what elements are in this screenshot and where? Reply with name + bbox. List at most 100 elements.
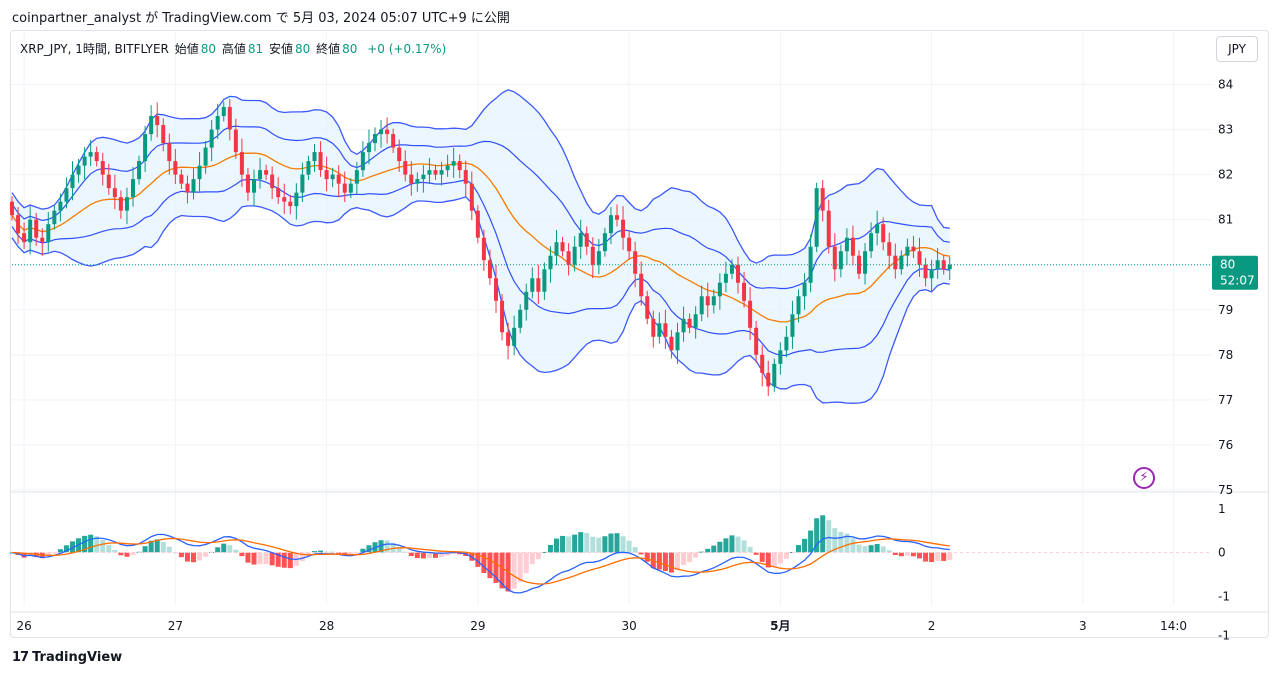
candle-body bbox=[566, 251, 571, 265]
candle-body bbox=[276, 188, 281, 198]
candle-body bbox=[252, 179, 256, 193]
macd-histogram-bar bbox=[947, 552, 953, 561]
macd-histogram-bar bbox=[529, 552, 535, 565]
candle-body bbox=[427, 170, 432, 175]
macd-histogram-bar bbox=[414, 552, 420, 559]
candle-body bbox=[548, 255, 553, 270]
candle-body bbox=[645, 296, 650, 319]
macd-histogram-bar bbox=[910, 552, 916, 557]
candle-body bbox=[179, 174, 184, 184]
macd-histogram-bar bbox=[880, 546, 886, 553]
candle-body bbox=[28, 219, 33, 243]
macd-histogram-bar bbox=[832, 528, 838, 553]
macd-histogram-bar bbox=[578, 532, 584, 553]
macd-histogram-bar bbox=[675, 552, 680, 570]
candle-body bbox=[34, 219, 39, 238]
macd-line bbox=[11, 533, 950, 594]
candle-body bbox=[905, 246, 910, 256]
macd-histogram-bar bbox=[614, 533, 620, 553]
candle-body bbox=[233, 129, 238, 153]
candle-body bbox=[112, 188, 117, 198]
candle-body bbox=[197, 165, 202, 180]
candle-body bbox=[209, 129, 214, 148]
time-tick-label: 3 bbox=[1079, 619, 1087, 633]
macd-tick-label: -1 bbox=[1218, 629, 1230, 643]
candle-body bbox=[518, 309, 523, 328]
macd-histogram-bar bbox=[287, 552, 293, 569]
macd-histogram-bar bbox=[717, 541, 723, 553]
candle-body bbox=[869, 233, 874, 252]
macd-histogram-bar bbox=[566, 536, 572, 553]
macd-histogram-bar bbox=[360, 548, 366, 553]
candle-body bbox=[239, 152, 244, 175]
currency-button[interactable]: JPY bbox=[1216, 36, 1258, 62]
candle-body bbox=[681, 318, 686, 333]
time-tick-label: 26 bbox=[16, 619, 31, 633]
macd-histogram-bar bbox=[656, 552, 662, 570]
candle-body bbox=[282, 197, 287, 202]
legend-high-label: 高値 bbox=[221, 42, 246, 56]
candle-body bbox=[850, 237, 855, 256]
legend-high-value: 81 bbox=[247, 42, 264, 56]
candle-body bbox=[288, 201, 293, 207]
candle-body bbox=[826, 210, 831, 247]
candle-body bbox=[131, 179, 135, 198]
macd-axis: 1 0 -1 -1 bbox=[1218, 502, 1230, 643]
macd-histogram-bar bbox=[850, 538, 856, 553]
candle-body bbox=[832, 246, 837, 270]
tradingview-brand[interactable]: 17 TradingView bbox=[12, 650, 122, 665]
candle-body bbox=[802, 282, 807, 297]
macd-histogram-bar bbox=[197, 552, 203, 561]
macd-histogram-bar bbox=[215, 547, 221, 553]
macd-histogram-bar bbox=[281, 552, 287, 568]
macd-histogram-bar bbox=[499, 552, 505, 589]
macd-histogram-bar bbox=[844, 533, 850, 553]
signal-line bbox=[11, 537, 950, 585]
brand-name: TradingView bbox=[32, 650, 123, 665]
candle-body bbox=[191, 179, 196, 193]
macd-histogram-bar bbox=[590, 536, 596, 553]
macd-histogram-bar bbox=[45, 552, 51, 557]
candle-body bbox=[742, 282, 747, 301]
macd-histogram-bar bbox=[94, 536, 100, 553]
macd-histogram-bar bbox=[923, 552, 929, 562]
price-label-countdown: 52:07 bbox=[1220, 274, 1255, 288]
candle-body bbox=[863, 251, 868, 274]
candle-body bbox=[500, 300, 505, 333]
macd-histogram-bar bbox=[433, 552, 438, 558]
candle-body bbox=[560, 242, 565, 252]
candle-body bbox=[124, 197, 129, 211]
candle-body bbox=[844, 237, 849, 252]
lightning-bolt-icon[interactable]: ⚡ bbox=[1133, 467, 1155, 489]
candle-body bbox=[403, 161, 408, 175]
candle-body bbox=[578, 233, 583, 247]
time-tick-label: 28 bbox=[319, 619, 334, 633]
macd-histogram-bar bbox=[898, 552, 904, 557]
price-tick-label: 82 bbox=[1218, 168, 1233, 182]
macd-histogram-bar bbox=[318, 550, 324, 553]
macd-histogram-bar bbox=[408, 552, 414, 557]
candle-body bbox=[227, 107, 232, 130]
macd-histogram-bar bbox=[856, 544, 862, 553]
macd-histogram-bar bbox=[251, 552, 257, 565]
time-tick-label: 30 bbox=[621, 619, 636, 633]
macd-histogram-bar bbox=[142, 546, 148, 553]
macd-histogram-bar bbox=[874, 543, 880, 553]
legend-open-label: 始値 bbox=[174, 42, 199, 56]
candle-body bbox=[881, 224, 886, 243]
legend-low-label: 安値 bbox=[268, 42, 293, 56]
macd-histogram-bar bbox=[826, 520, 832, 553]
price-tick-label: 77 bbox=[1218, 393, 1233, 407]
inner-lower-band-line bbox=[11, 179, 950, 356]
macd-histogram-bar bbox=[802, 538, 808, 553]
candle-body bbox=[657, 323, 662, 337]
time-tick-label: 27 bbox=[168, 619, 183, 633]
macd-histogram-bar bbox=[160, 541, 166, 553]
candle-body bbox=[935, 260, 940, 270]
macd-histogram-bar bbox=[439, 552, 445, 558]
macd-histogram-bar bbox=[57, 549, 63, 553]
legend-symbol[interactable]: XRP_JPY, 1時間, BITFLYER bbox=[20, 42, 169, 56]
macd-histogram-bar bbox=[783, 552, 789, 559]
macd-histogram-bar bbox=[451, 552, 457, 555]
